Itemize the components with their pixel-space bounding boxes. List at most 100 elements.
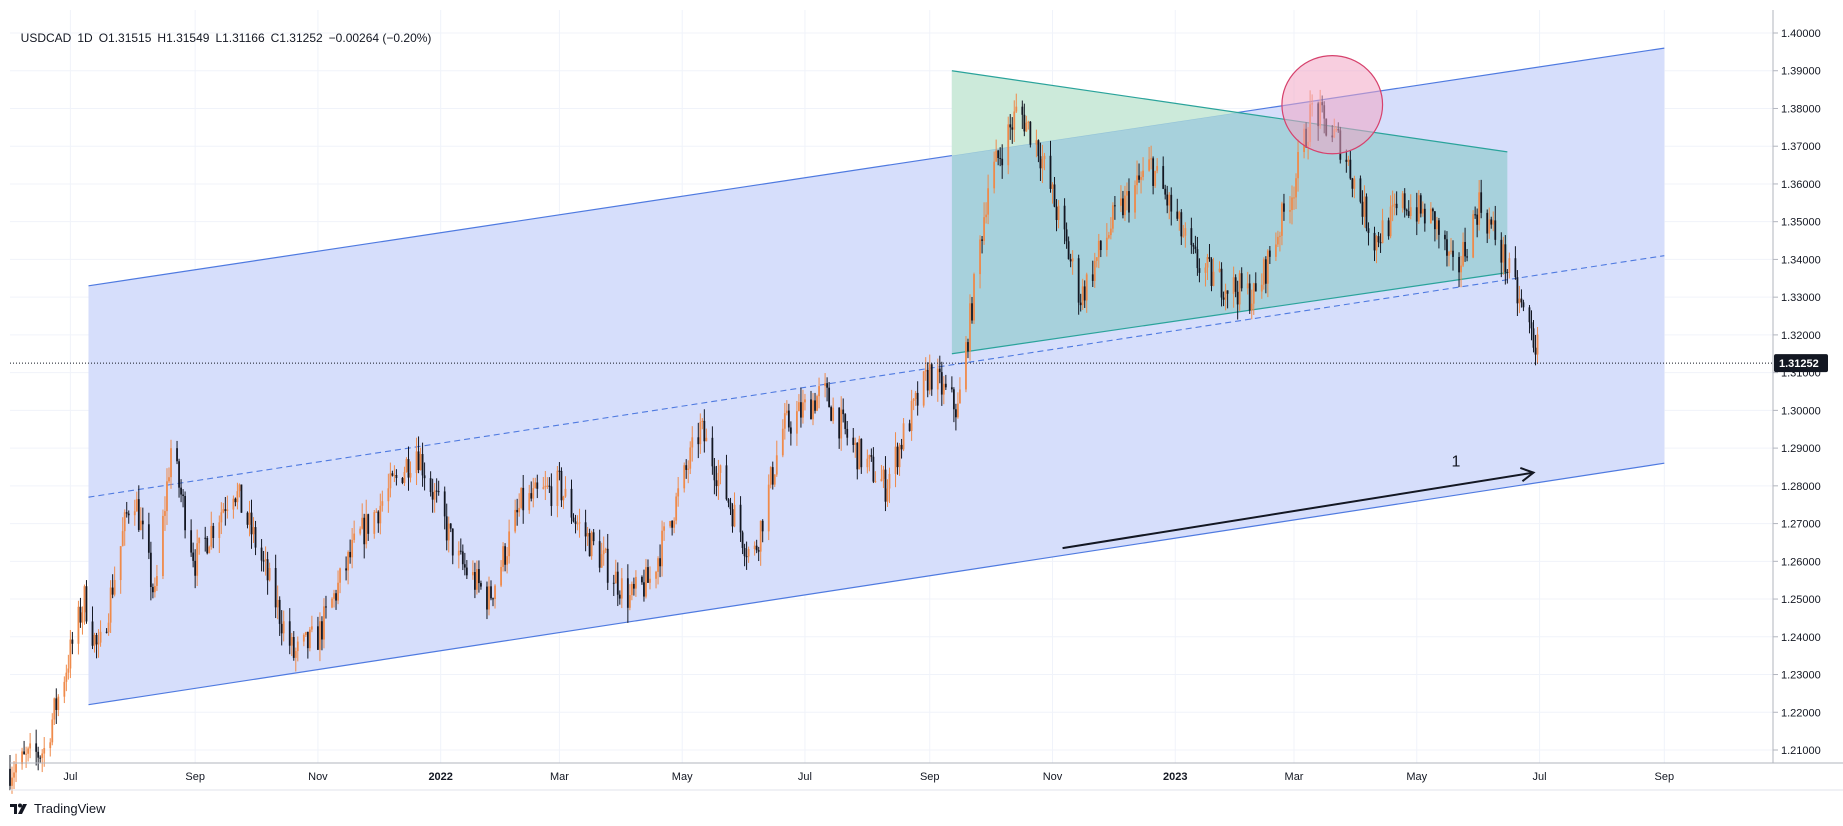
- candle-body: [1480, 192, 1483, 213]
- candle-body: [701, 420, 704, 422]
- candle: [628, 584, 631, 611]
- symbol-interval[interactable]: 1D: [77, 31, 93, 45]
- ohlc-close: C1.31252: [270, 31, 323, 45]
- candle-body: [105, 631, 108, 633]
- candle: [1041, 144, 1044, 184]
- candle-body: [894, 446, 897, 474]
- candle: [985, 202, 987, 224]
- candle-body: [576, 523, 579, 525]
- candle: [586, 526, 589, 546]
- candle: [612, 574, 615, 597]
- candle: [1093, 252, 1096, 288]
- candle: [1222, 291, 1225, 307]
- candle-body: [860, 438, 863, 468]
- candle: [304, 631, 307, 637]
- candle-body: [331, 598, 333, 608]
- candle-body: [323, 606, 325, 640]
- candle: [1220, 262, 1223, 307]
- candle: [1212, 257, 1215, 287]
- candle-body: [516, 509, 519, 513]
- candle-body: [1349, 159, 1352, 179]
- candle: [1001, 144, 1004, 179]
- candle-body: [192, 552, 195, 561]
- candle: [25, 746, 28, 768]
- candle: [365, 499, 368, 549]
- candle: [1035, 129, 1038, 158]
- candle: [896, 442, 899, 475]
- candle-body: [814, 400, 816, 411]
- candle-body: [1168, 194, 1171, 206]
- candle-body: [492, 598, 494, 600]
- candle-body: [1234, 277, 1237, 292]
- candle: [91, 606, 94, 650]
- candle: [1063, 198, 1066, 245]
- candle-body: [731, 509, 734, 527]
- candle-body: [474, 572, 476, 590]
- candle: [198, 537, 201, 555]
- candle: [417, 436, 420, 474]
- y-tick-label: 1.27000: [1781, 519, 1821, 531]
- candle: [238, 483, 241, 498]
- candle-body: [870, 455, 873, 457]
- candle-body: [218, 522, 221, 539]
- candle-body: [405, 459, 408, 472]
- candle-body: [973, 274, 975, 321]
- candle-body: [1120, 198, 1122, 206]
- triangle-pattern-fill: [951, 70, 1508, 354]
- tradingview-brand[interactable]: TradingView: [10, 801, 106, 816]
- candle-body: [11, 777, 13, 786]
- symbol-name[interactable]: USDCAD: [20, 31, 72, 45]
- candle-body: [965, 342, 967, 390]
- candle: [1210, 257, 1213, 292]
- candle-body: [1391, 205, 1394, 207]
- candle-body: [1486, 212, 1489, 234]
- candle-body: [365, 514, 368, 545]
- candle: [1506, 269, 1509, 284]
- candle-body: [781, 428, 784, 456]
- candle-body: [1071, 258, 1074, 262]
- candle-body: [846, 428, 849, 438]
- candle-body: [168, 477, 170, 482]
- candle-body: [1069, 259, 1072, 262]
- candle-body: [389, 473, 392, 489]
- candle-body: [1446, 239, 1448, 256]
- candle: [703, 409, 706, 453]
- candle: [902, 417, 905, 452]
- candle: [210, 511, 213, 550]
- candle-body: [79, 606, 82, 623]
- candle: [810, 390, 812, 420]
- candle-body: [1260, 284, 1263, 292]
- candle-body: [767, 484, 770, 532]
- candle: [641, 575, 643, 585]
- candle-body: [1419, 195, 1422, 214]
- candle: [1226, 290, 1229, 309]
- candle-body: [69, 639, 72, 669]
- candle-body: [659, 558, 661, 567]
- candle-body: [1478, 192, 1481, 225]
- candle: [504, 543, 506, 572]
- candle: [886, 479, 889, 507]
- y-tick-label: 1.22000: [1781, 707, 1821, 719]
- candle: [1486, 209, 1489, 244]
- candle-body: [1053, 184, 1056, 207]
- candle: [288, 608, 291, 655]
- candle-body: [421, 454, 424, 476]
- candle-body: [162, 515, 164, 577]
- candle-body: [1476, 214, 1479, 225]
- candle: [476, 560, 478, 595]
- candle-body: [747, 549, 750, 557]
- candle: [755, 539, 758, 554]
- candle-body: [435, 490, 438, 492]
- candle: [1162, 156, 1165, 190]
- candle: [781, 419, 784, 458]
- candle: [1180, 209, 1183, 245]
- candle: [236, 482, 239, 510]
- candle: [1240, 267, 1243, 292]
- candle-body: [556, 470, 559, 507]
- candle: [234, 497, 237, 507]
- candle-body: [1252, 283, 1255, 304]
- candle-body: [872, 456, 875, 482]
- candle: [463, 552, 466, 576]
- x-tick-label: Jul: [1533, 771, 1547, 783]
